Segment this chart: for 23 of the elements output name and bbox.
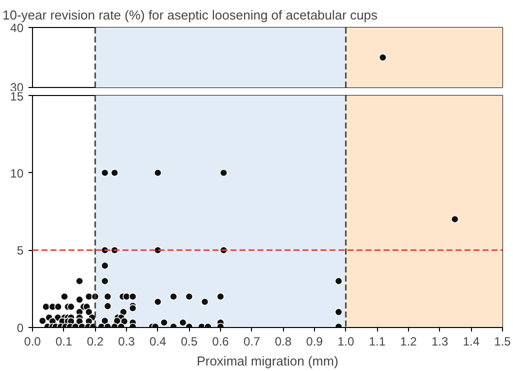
x-tick-label: 0.7 <box>243 334 260 348</box>
x-tick-label: 0.6 <box>212 334 230 348</box>
x-tick-label: 0.2 <box>86 334 104 348</box>
x-axis-title: Proximal migration (mm) <box>196 354 338 368</box>
x-tick-label: 0.8 <box>274 334 292 348</box>
y-tick-label: 5 <box>16 244 24 258</box>
x-tick-label: 0.5 <box>180 334 198 348</box>
y-tick-label: 15 <box>10 90 24 104</box>
x-tick-label: 0.4 <box>149 334 166 348</box>
x-tick-label: 1.4 <box>462 334 480 348</box>
x-tick-label: 0.3 <box>118 334 136 348</box>
x-tick-label: 1.0 <box>337 334 354 348</box>
y-tick-label: 10 <box>10 166 24 180</box>
x-tick-label: 1.3 <box>431 334 448 348</box>
x-tick-label: 1.2 <box>400 334 418 348</box>
chart-title: 10-year revision rate (%) for aseptic loosening of acetabular cups <box>2 8 378 22</box>
x-tick-label: 1.5 <box>494 334 512 348</box>
x-tick-label: 0.1 <box>55 334 72 348</box>
x-tick-label: 0.9 <box>306 334 324 348</box>
y-tick-label: 40 <box>10 21 24 35</box>
x-tick-label: 0.0 <box>24 334 42 348</box>
y-tick-label: 0 <box>16 321 24 335</box>
x-tick-label: 1.1 <box>368 334 386 348</box>
